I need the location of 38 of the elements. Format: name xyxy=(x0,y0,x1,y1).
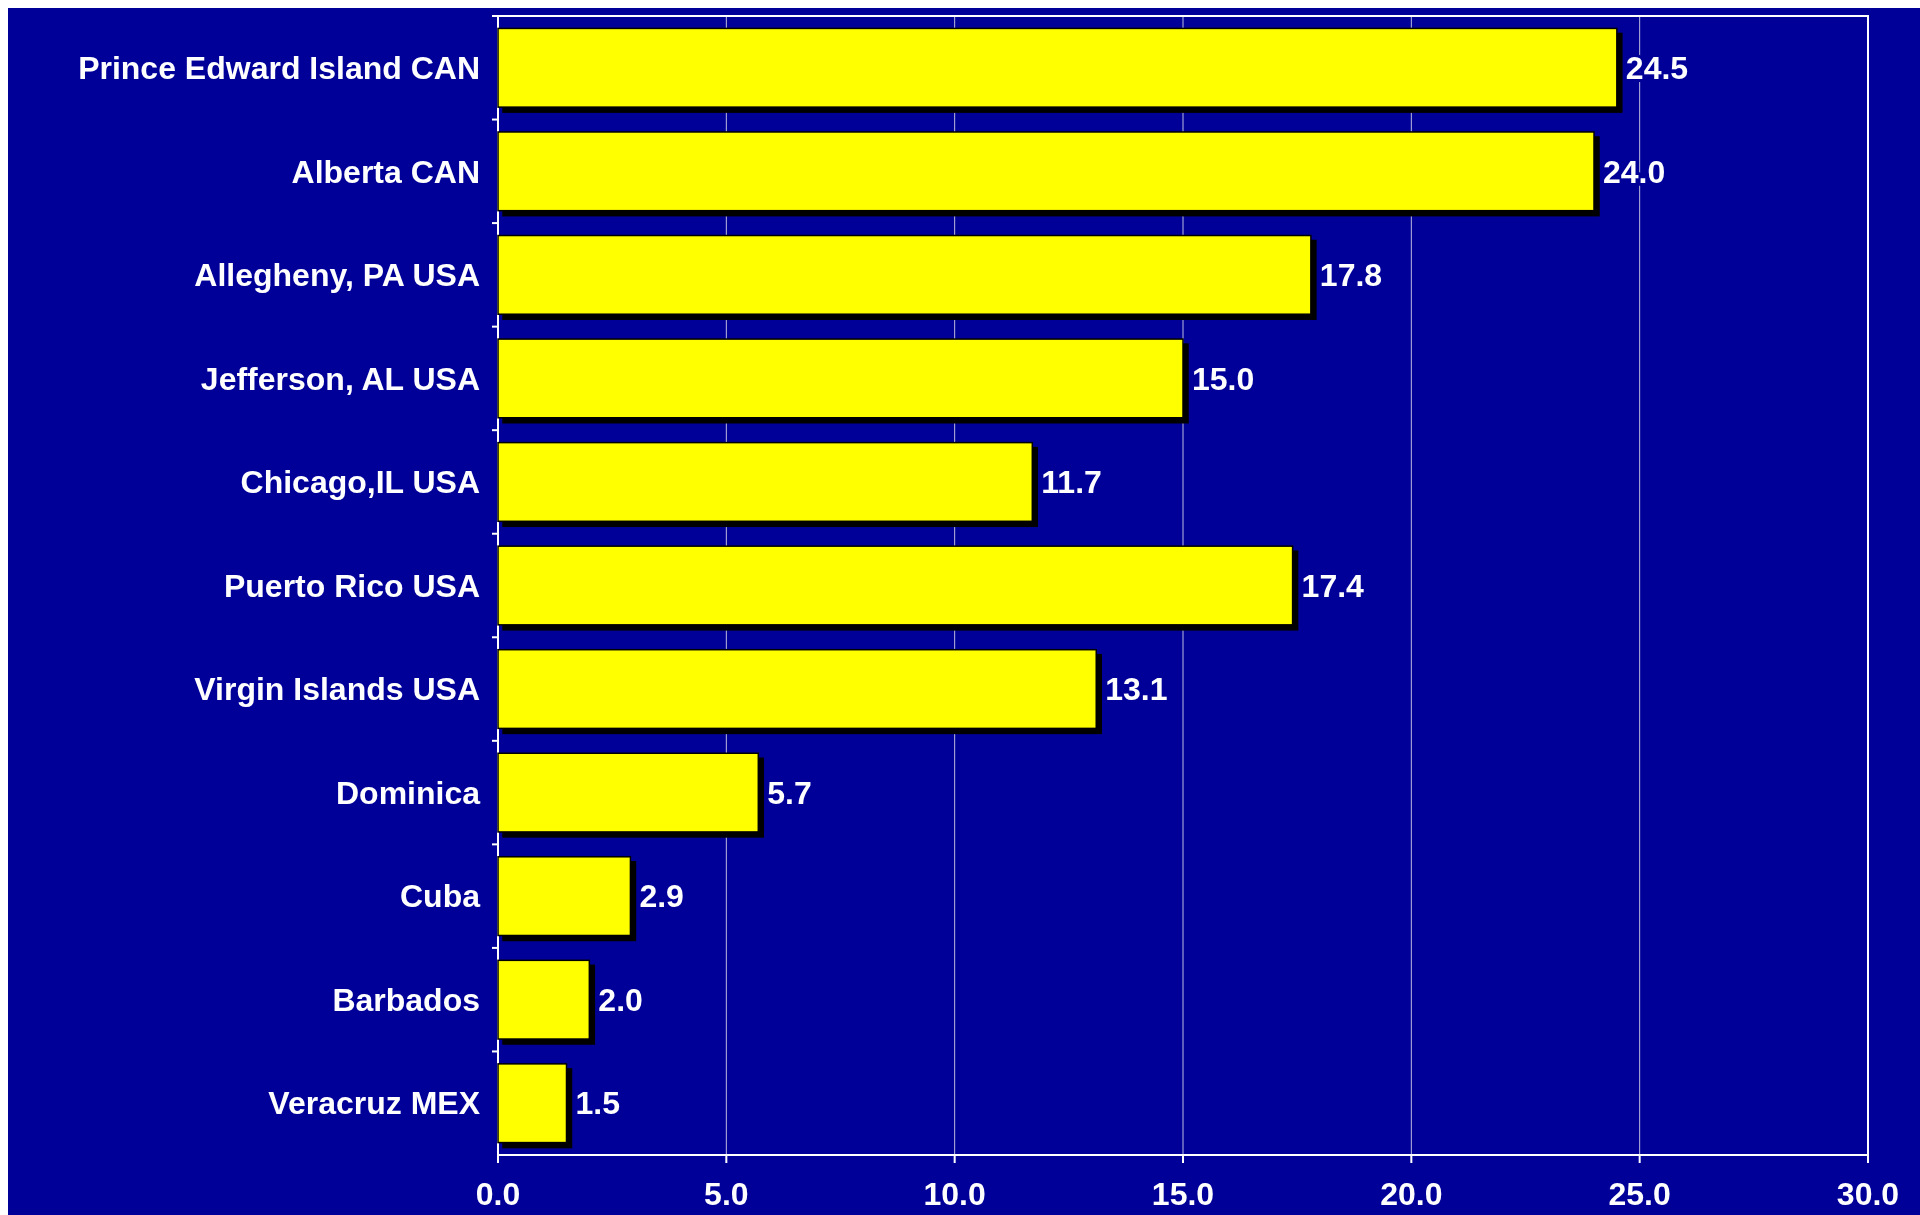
y-tick-label: Allegheny, PA USA xyxy=(194,257,480,294)
bar xyxy=(497,545,1294,626)
x-tick-label: 25.0 xyxy=(1608,1176,1671,1212)
x-tick-label: 5.0 xyxy=(704,1176,749,1212)
y-tick-label: Barbados xyxy=(332,981,480,1018)
y-tick-label: Veracruz MEX xyxy=(268,1085,481,1122)
bar xyxy=(497,131,1595,212)
data-label: 11.7 xyxy=(1041,464,1102,501)
bar xyxy=(497,27,1618,108)
y-tick-label: Alberta CAN xyxy=(291,153,480,190)
data-label: 15.0 xyxy=(1192,360,1255,397)
data-label: 2.0 xyxy=(598,981,643,1018)
bar xyxy=(497,648,1097,730)
y-tick-label: Prince Edward Island CAN xyxy=(78,49,480,86)
data-label: 13.1 xyxy=(1105,671,1168,708)
data-label: 2.9 xyxy=(639,878,684,915)
bar xyxy=(497,959,591,1040)
bar xyxy=(497,752,760,833)
data-label: 17.4 xyxy=(1301,567,1365,604)
data-label: 5.7 xyxy=(767,774,812,811)
data-label: 17.8 xyxy=(1319,257,1383,294)
bar xyxy=(497,1063,568,1144)
y-tick-label: Jefferson, AL USA xyxy=(200,360,480,397)
bar xyxy=(497,234,1312,315)
y-tick-label: Virgin Islands USA xyxy=(194,671,480,708)
y-tick-label: Cuba xyxy=(400,878,481,915)
data-label: 1.5 xyxy=(575,1085,620,1122)
y-tick-label: Chicago,IL USA xyxy=(240,464,480,501)
x-tick-label: 0.0 xyxy=(475,1176,521,1212)
y-tick-label: Puerto Rico USA xyxy=(223,567,480,604)
x-tick-label: 20.0 xyxy=(1380,1176,1443,1212)
x-tick-label: 15.0 xyxy=(1151,1176,1215,1212)
x-tick-label: 30.0 xyxy=(1836,1176,1900,1212)
y-tick-label: Dominica xyxy=(335,774,481,811)
x-tick-label: 10.0 xyxy=(923,1176,986,1212)
bar xyxy=(497,441,1034,523)
bar xyxy=(497,856,632,937)
bar xyxy=(497,338,1184,419)
